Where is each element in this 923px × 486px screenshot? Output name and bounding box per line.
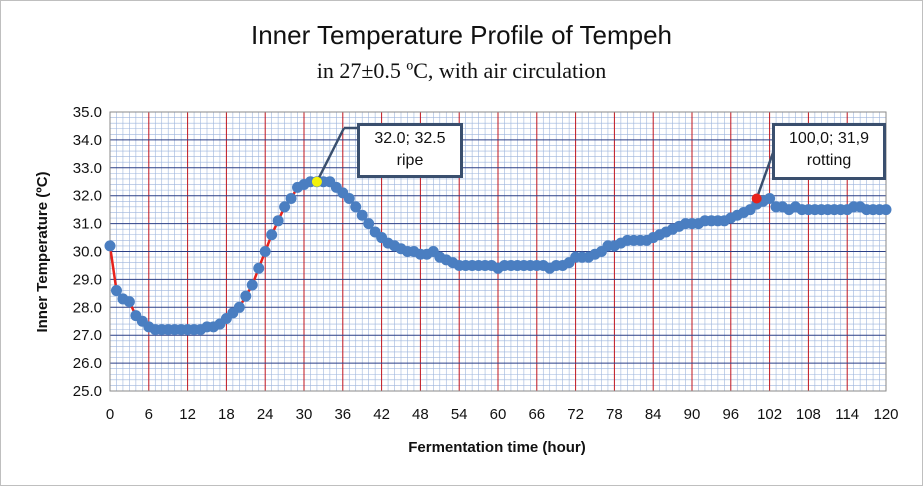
data-point [363,218,375,230]
data-point [233,301,245,313]
data-point [764,192,776,204]
x-tick-label: 120 [873,406,898,423]
data-point [123,296,135,308]
x-tick-label: 108 [796,406,821,423]
data-point [246,279,258,291]
data-point [880,204,892,216]
data-point [253,262,265,274]
rotting-leader-line [755,149,776,199]
chart-subtitle: in 27±0.5 ºC, with air circulation [316,58,607,83]
x-tick-label: 78 [606,406,623,423]
y-tick-label: 30.0 [73,244,102,261]
annotation-ripe: 32.0; 32.5 ripe [357,123,463,178]
x-tick-label: 24 [257,406,274,423]
x-tick-label: 18 [218,406,235,423]
y-axis-title: Inner Temperature (ºC) [34,171,51,332]
x-tick-label: 90 [684,406,701,423]
ripe-point-marker [311,176,322,187]
x-tick-label: 60 [490,406,507,423]
x-tick-label: 30 [296,406,313,423]
y-tick-label: 35.0 [73,104,102,121]
y-tick-label: 29.0 [73,271,102,288]
y-tick-label: 26.0 [73,355,102,372]
x-tick-label: 66 [528,406,545,423]
data-point [240,290,252,302]
x-tick-label: 54 [451,406,468,423]
annotation-ripe-coords: 32.0; 32.5 [374,130,446,147]
x-tick-label: 84 [645,406,662,423]
annotation-rotting-coords: 100,0; 31,9 [788,130,870,147]
y-tick-label: 31.0 [73,216,102,233]
x-tick-label: 114 [835,406,859,423]
data-point [350,201,362,213]
data-point [343,192,355,204]
x-tick-label: 36 [334,406,351,423]
y-tick-label: 27.0 [73,327,102,344]
data-point [285,192,297,204]
x-tick-label: 96 [722,406,739,423]
annotation-rotting-label: rotting [806,152,852,169]
data-point [110,285,122,297]
x-tick-label: 42 [373,406,390,423]
rotting-point-marker [751,193,762,204]
x-axis-title: Fermentation time (hour) [408,439,586,456]
x-tick-label: 102 [757,406,782,423]
annotation-ripe-label: ripe [396,152,424,169]
x-tick-label: 6 [145,406,153,423]
x-tick-label: 12 [179,406,196,423]
annotation-rotting: 100,0; 31,9 rotting [772,123,886,180]
y-tick-label: 28.0 [73,299,102,316]
y-tick-label: 25.0 [73,383,102,400]
data-point [266,229,278,241]
data-point [356,209,368,221]
data-point [259,246,271,257]
data-point [272,215,284,227]
y-tick-label: 32.0 [73,188,102,205]
chart-title: Inner Temperature Profile of Tempeh [250,20,673,50]
x-tick-label: 72 [567,406,584,423]
x-tick-label: 0 [106,406,114,423]
data-point [279,201,291,213]
y-tick-label: 33.0 [73,160,102,177]
ripe-leader-line [315,127,346,183]
data-point [104,240,116,252]
y-tick-label: 34.0 [73,132,102,149]
x-tick-label: 48 [412,406,429,423]
